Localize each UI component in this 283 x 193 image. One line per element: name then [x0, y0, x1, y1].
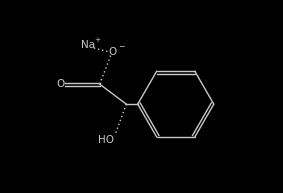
Text: HO: HO: [98, 135, 114, 145]
Text: Na: Na: [81, 40, 95, 50]
Text: +: +: [94, 37, 100, 43]
Text: O: O: [57, 79, 65, 89]
Text: O: O: [108, 47, 117, 57]
Text: −: −: [118, 42, 125, 52]
